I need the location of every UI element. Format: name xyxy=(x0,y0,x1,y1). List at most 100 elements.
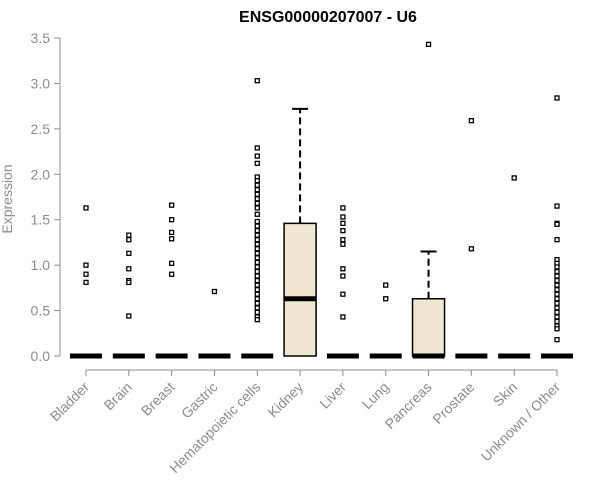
outlier-point xyxy=(511,175,517,181)
outlier-point xyxy=(340,214,346,220)
outlier-point xyxy=(126,250,132,256)
outlier-point xyxy=(340,241,346,247)
y-tick-label: 1.5 xyxy=(31,212,51,228)
outlier-point xyxy=(340,220,346,226)
outlier-point xyxy=(554,305,560,311)
outlier-point xyxy=(83,262,89,268)
outlier-point xyxy=(554,314,560,320)
outlier-point xyxy=(83,271,89,277)
outlier-point xyxy=(383,296,389,302)
x-tick-label: Pancreas xyxy=(382,379,435,432)
x-tick-label: Brain xyxy=(101,379,135,413)
outlier-point xyxy=(340,237,346,243)
outlier-point xyxy=(254,211,260,217)
outlier-point xyxy=(254,196,260,202)
outlier-point xyxy=(254,153,260,159)
box-iqr xyxy=(411,298,446,357)
outlier-point xyxy=(254,309,260,316)
box-group xyxy=(112,232,145,359)
outlier-point xyxy=(254,205,260,211)
outlier-point xyxy=(554,336,560,343)
outlier-point xyxy=(340,227,346,234)
x-tick-label: Unknown / Other xyxy=(478,379,564,465)
box-group xyxy=(411,41,446,359)
outlier-point xyxy=(254,145,260,151)
outlier-point xyxy=(168,236,175,242)
outlier-point xyxy=(554,268,560,275)
outlier-point xyxy=(254,317,260,323)
outlier-point xyxy=(340,314,346,320)
outlier-point xyxy=(254,241,260,247)
y-axis-label: Expression xyxy=(0,164,15,233)
outlier-point xyxy=(126,266,132,272)
outlier-point xyxy=(254,268,260,275)
outlier-point xyxy=(554,277,560,284)
box-iqr xyxy=(283,222,317,357)
outlier-point xyxy=(254,264,260,270)
outlier-point xyxy=(254,300,260,306)
x-tick-label: Liver xyxy=(316,379,349,412)
outlier-point xyxy=(554,95,560,101)
outlier-point xyxy=(126,313,132,319)
outlier-point xyxy=(168,202,175,208)
x-tick-label: Lung xyxy=(359,379,392,412)
outlier-point xyxy=(254,250,260,256)
box-group xyxy=(283,107,317,357)
box-group xyxy=(369,282,402,359)
box-group xyxy=(155,202,188,359)
y-tick-label: 1.0 xyxy=(31,257,51,273)
outlier-point xyxy=(254,177,260,184)
y-tick-label: 3.5 xyxy=(31,30,51,46)
outlier-point xyxy=(211,288,218,295)
outlier-point xyxy=(254,296,260,302)
x-tick-label: Prostate xyxy=(429,379,477,427)
outlier-point xyxy=(254,218,260,225)
outlier-point xyxy=(554,300,560,306)
outlier-point xyxy=(554,326,560,332)
box-group xyxy=(498,175,531,359)
outlier-point xyxy=(425,41,432,48)
outlier-point xyxy=(254,255,260,261)
x-tick-label: Bladder xyxy=(47,379,93,425)
outlier-point xyxy=(254,273,260,279)
outlier-point xyxy=(168,217,175,223)
plot-area xyxy=(70,41,573,359)
x-tick-label: Kidney xyxy=(265,379,307,421)
outlier-point xyxy=(554,282,560,288)
outlier-point xyxy=(83,205,89,211)
box-group xyxy=(541,95,573,359)
outlier-point xyxy=(254,232,260,238)
outlier-point xyxy=(554,287,560,293)
outlier-point xyxy=(254,191,260,197)
outlier-point xyxy=(254,160,260,167)
x-tick-label: Breast xyxy=(138,379,178,419)
outlier-point xyxy=(554,237,560,243)
y-tick-label: 2.5 xyxy=(31,121,51,137)
box-group xyxy=(70,205,102,359)
outlier-point xyxy=(554,221,560,227)
chart-title: ENSG00000207007 - U6 xyxy=(239,9,417,26)
outlier-point xyxy=(254,282,260,288)
outlier-point xyxy=(254,277,260,284)
outlier-point xyxy=(254,237,260,243)
box-group xyxy=(198,288,231,359)
outlier-point xyxy=(254,182,260,188)
outlier-point xyxy=(554,273,560,279)
y-tick-label: 3.0 xyxy=(31,75,51,91)
y-tick-label: 0.0 xyxy=(31,348,51,364)
outlier-point xyxy=(554,309,560,316)
box-group xyxy=(455,118,488,359)
x-tick-label: Skin xyxy=(490,379,521,410)
outlier-point xyxy=(468,246,475,252)
y-tick-label: 2.0 xyxy=(31,166,51,182)
outlier-point xyxy=(168,260,175,266)
outlier-point xyxy=(468,118,475,124)
outlier-point xyxy=(554,264,560,270)
outlier-point xyxy=(554,318,560,325)
outlier-point xyxy=(168,271,175,277)
outlier-point xyxy=(126,279,132,286)
outlier-point xyxy=(340,273,346,279)
outlier-point xyxy=(254,305,260,311)
